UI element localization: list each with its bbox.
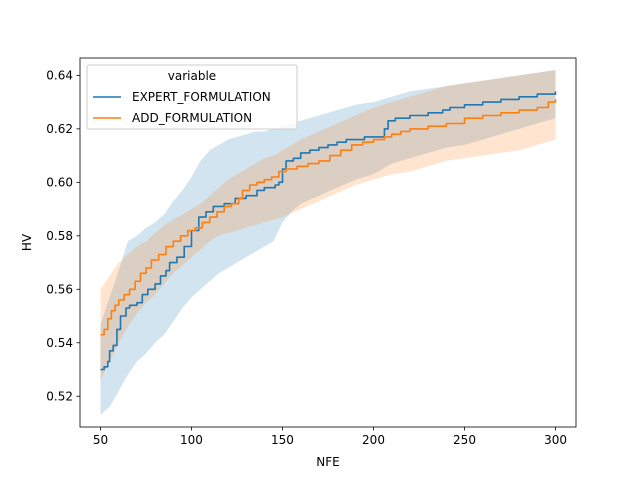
x-tick-label-50: 50	[93, 433, 108, 447]
x-tick-label-150: 150	[271, 433, 294, 447]
legend-label-expert-formulation: EXPERT_FORMULATION	[132, 90, 271, 104]
confidence-bands	[100, 70, 556, 415]
band-add-formulation	[100, 70, 556, 381]
x-axis: 50 100 150 200 250 300	[93, 427, 567, 447]
y-axis-label: HV	[20, 233, 34, 251]
y-tick-label-0.56: 0.56	[46, 283, 73, 297]
x-tick-label-200: 200	[362, 433, 385, 447]
x-tick-label-100: 100	[180, 433, 203, 447]
x-tick-label-300: 300	[544, 433, 567, 447]
y-tick-label-0.60: 0.60	[46, 176, 73, 190]
y-tick-label-0.64: 0.64	[46, 69, 73, 83]
band-expert-formulation	[100, 70, 556, 415]
y-tick-label-0.58: 0.58	[46, 229, 73, 243]
legend: variable EXPERT_FORMULATION ADD_FORMULAT…	[86, 64, 298, 130]
y-tick-label-0.52: 0.52	[46, 390, 73, 404]
y-tick-label-0.54: 0.54	[46, 336, 73, 350]
x-tick-label-250: 250	[453, 433, 476, 447]
legend-label-add-formulation: ADD_FORMULATION	[132, 111, 252, 125]
y-tick-label-0.62: 0.62	[46, 122, 73, 136]
line-expert-formulation	[100, 91, 557, 371]
plot-frame	[79, 57, 577, 428]
x-axis-label: NFE	[316, 455, 339, 469]
y-axis: 0.52 0.54 0.56 0.58 0.60 0.62 0.64	[46, 69, 80, 404]
legend-title: variable	[168, 69, 216, 83]
series-lines	[100, 91, 557, 371]
legend-box	[86, 64, 298, 130]
line-add-formulation	[100, 99, 557, 336]
